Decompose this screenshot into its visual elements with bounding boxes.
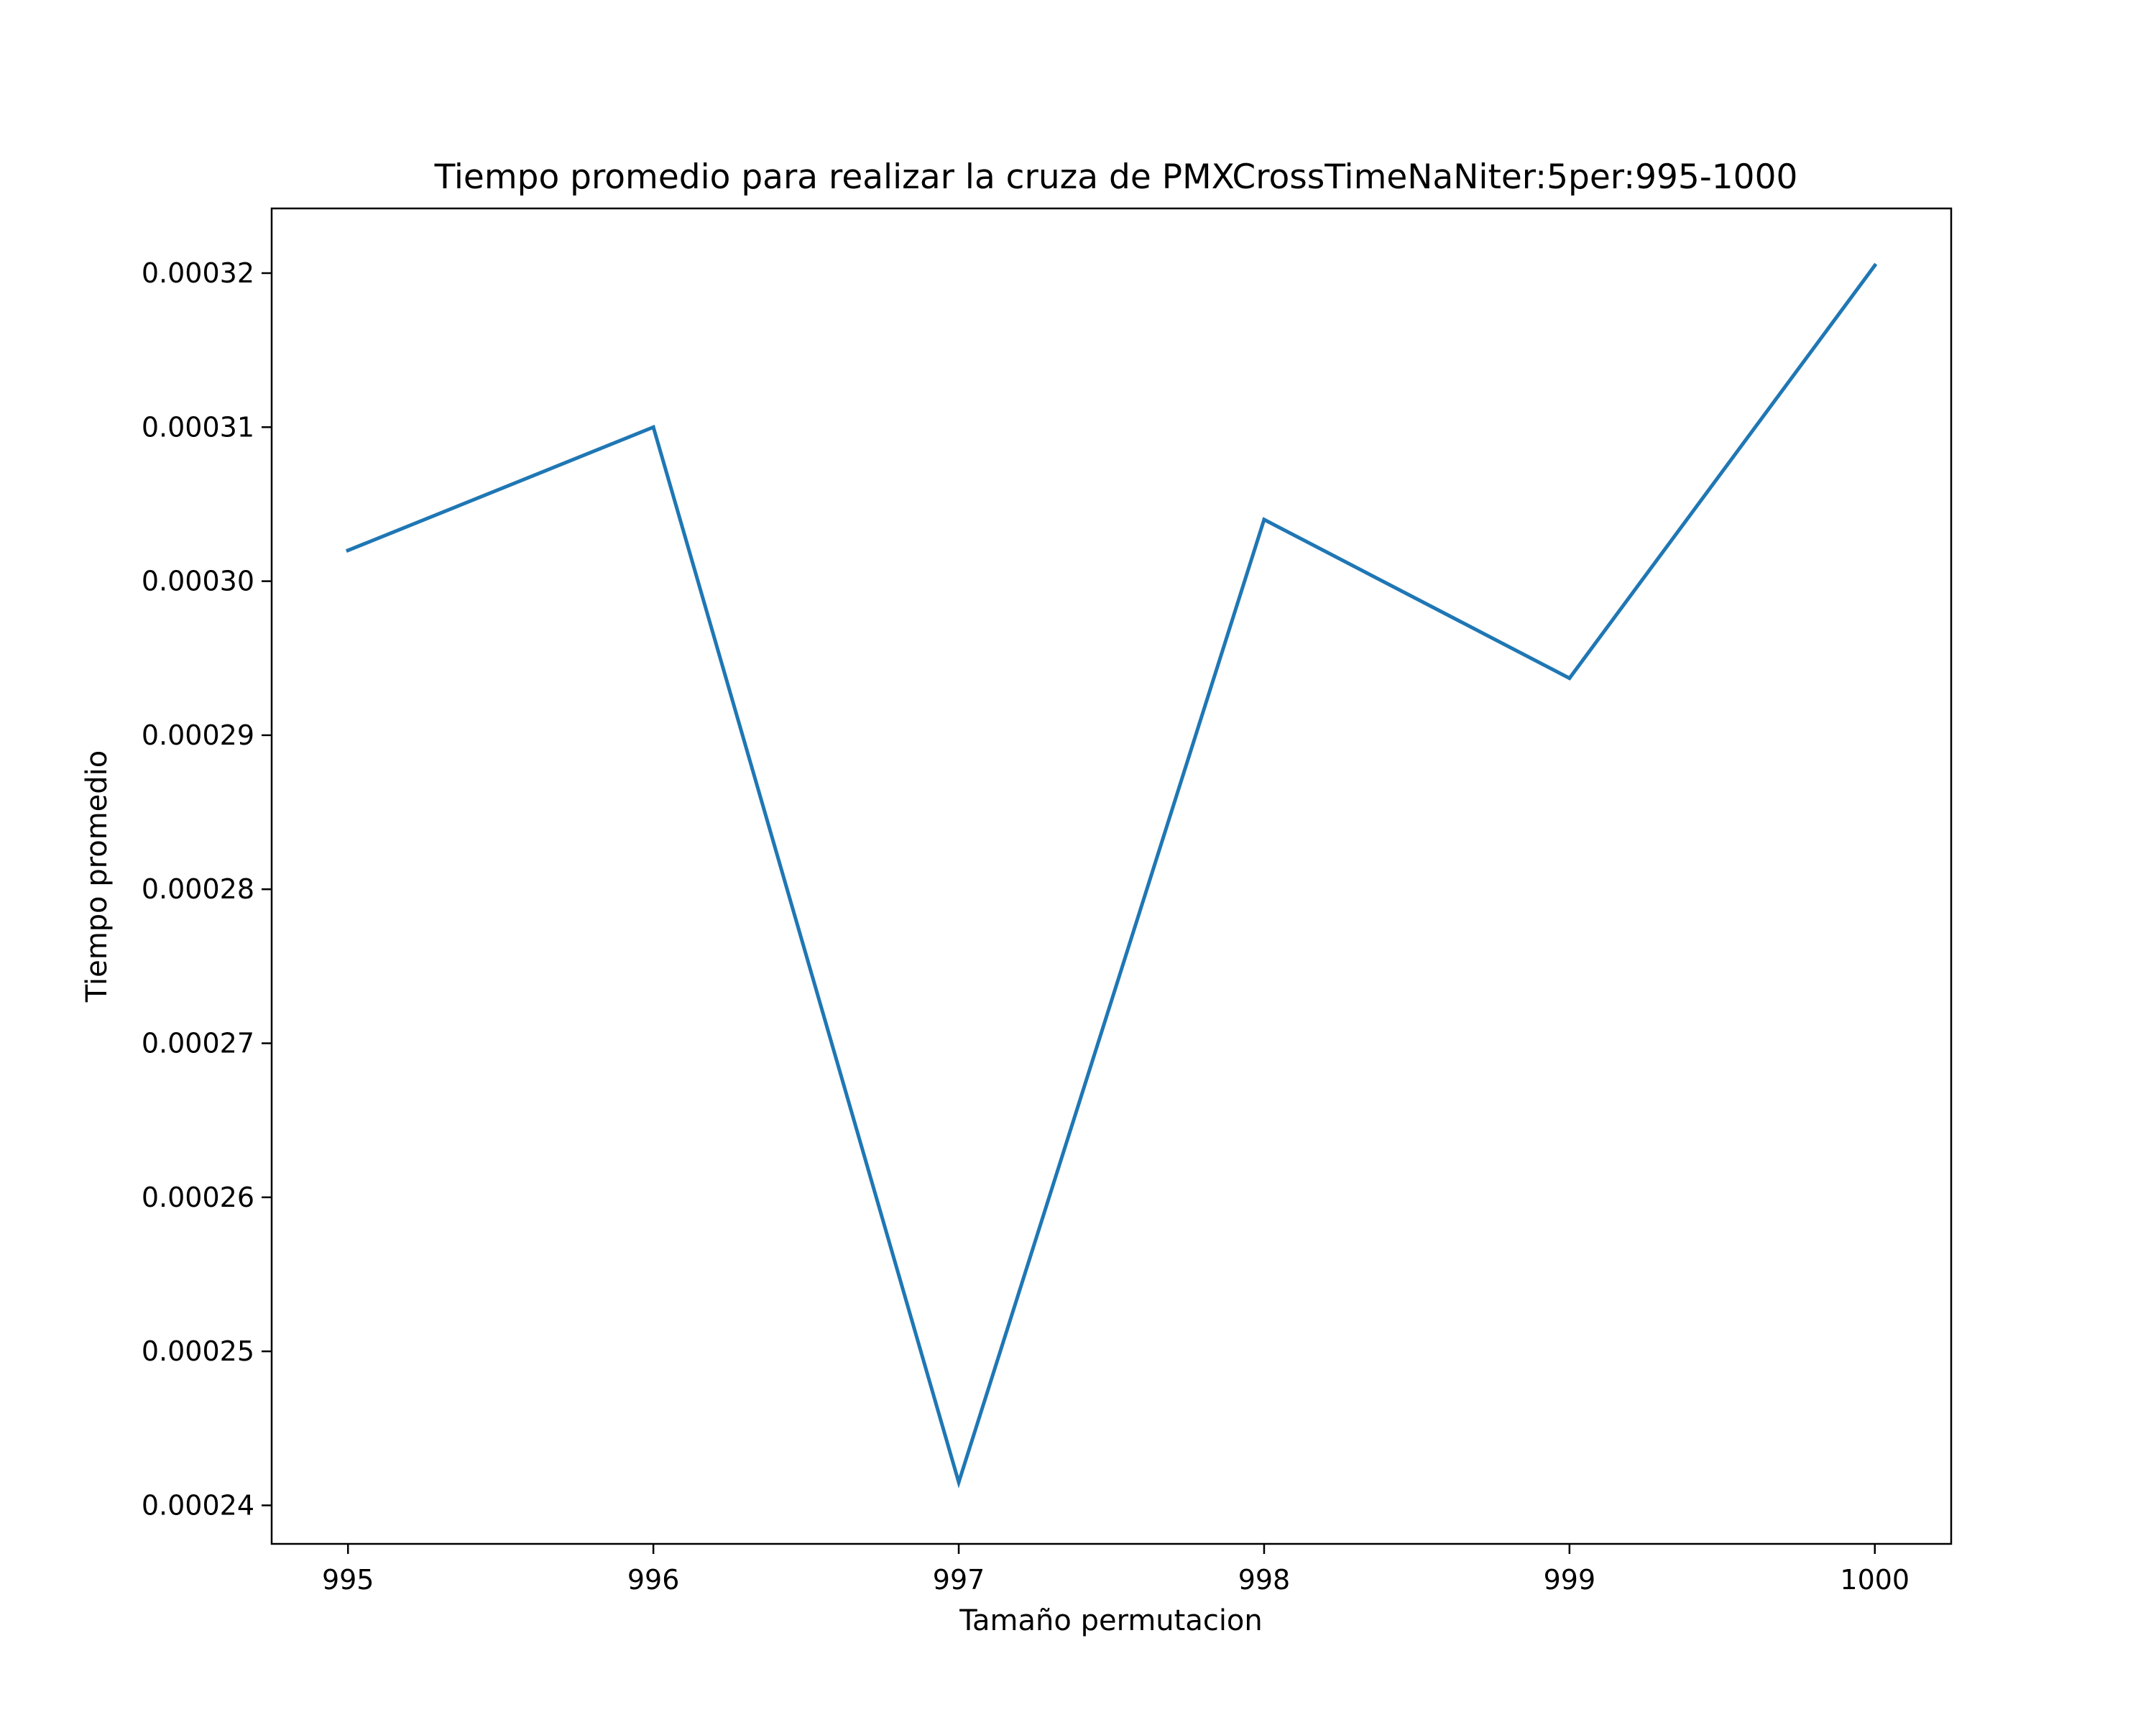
y-tick-label: 0.00028 <box>142 873 254 905</box>
data-point <box>346 548 350 553</box>
data-point <box>651 425 655 429</box>
x-tick-label: 997 <box>933 1564 985 1596</box>
x-tick-label: 998 <box>1238 1564 1291 1596</box>
y-tick-label: 0.00031 <box>142 411 254 443</box>
x-tick-label: 995 <box>322 1564 374 1596</box>
series-line <box>345 262 1878 1489</box>
x-axis-label: Tamaño permutacion <box>959 1604 1263 1637</box>
x-tick-label: 996 <box>627 1564 680 1596</box>
y-tick-label: 0.00029 <box>142 719 254 751</box>
y-tick-label: 0.00027 <box>142 1028 254 1059</box>
y-axis-ticks: 0.00024 0.00025 0.00026 0.00027 0.00028 0.000… <box>142 257 272 1521</box>
data-point <box>957 1480 961 1484</box>
data-point <box>1873 263 1877 267</box>
x-tick-label: 1000 <box>1840 1564 1909 1596</box>
plot-frame <box>270 207 1953 1545</box>
y-tick-label: 0.00025 <box>142 1335 254 1367</box>
x-tick-label: 999 <box>1544 1564 1596 1596</box>
data-point <box>1567 676 1572 681</box>
series-layer <box>345 262 1878 1489</box>
x-axis-ticks: 995 996 997 998 999 1000 <box>322 1544 1909 1596</box>
y-axis-label: Tiempo promedio <box>80 750 114 1003</box>
chart-title: Tiempo promedio para realizar la cruza d… <box>434 157 1798 197</box>
y-tick-label: 0.00024 <box>142 1489 254 1521</box>
y-tick-label: 0.00030 <box>142 566 254 597</box>
y-tick-label: 0.00026 <box>142 1182 254 1213</box>
data-point <box>1262 518 1266 522</box>
y-tick-label: 0.00032 <box>142 257 254 289</box>
